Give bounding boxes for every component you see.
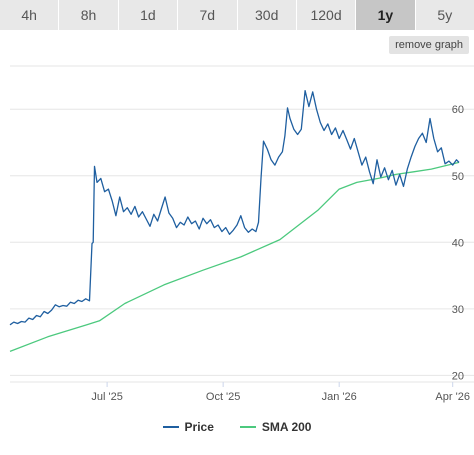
y-tick-label: 30 [452,304,464,316]
tab-7d[interactable]: 7d [178,0,238,30]
legend-swatch-price [162,426,179,428]
tab-1d[interactable]: 1d [118,0,179,30]
legend-item-price[interactable]: Price [162,420,214,434]
x-tick-label: Apr '26 [435,391,470,403]
tab-1y[interactable]: 1y [356,0,416,30]
timeframe-tabs: 4h 8h 1d 7d 30d 120d 1y 5y [0,0,474,30]
x-tick-label: Jan '26 [322,391,357,403]
y-tick-label: 40 [452,237,464,249]
y-axis: 20 30 40 50 60 [452,104,464,382]
chart-series [9,89,460,353]
series-line-price [9,89,460,326]
tab-30d[interactable]: 30d [237,0,297,30]
series-line-sma-200 [9,161,460,353]
tab-8h[interactable]: 8h [59,0,119,30]
legend-swatch-sma [239,426,256,428]
x-axis: Jul '25 Oct '25 Jan '26 Apr '26 [10,381,474,403]
legend-label-sma: SMA 200 [261,420,312,434]
x-tick-label: Jul '25 [91,391,122,403]
price-chart: Jul '25 Oct '25 Jan '26 Apr '26 20 30 40 50 60 [9,65,474,403]
remove-graph-button[interactable]: remove graph [389,36,469,54]
chart-legend: Price SMA 200 [0,420,474,434]
chart-grid [10,65,474,376]
tab-4h[interactable]: 4h [0,0,60,30]
tab-120d[interactable]: 120d [296,0,357,30]
y-tick-label: 20 [452,370,464,382]
legend-item-sma[interactable]: SMA 200 [239,420,312,434]
tab-5y[interactable]: 5y [415,0,474,30]
legend-label-price: Price [184,420,214,434]
y-tick-label: 60 [452,104,464,116]
x-tick-label: Oct '25 [206,391,241,403]
y-tick-label: 50 [452,171,464,183]
